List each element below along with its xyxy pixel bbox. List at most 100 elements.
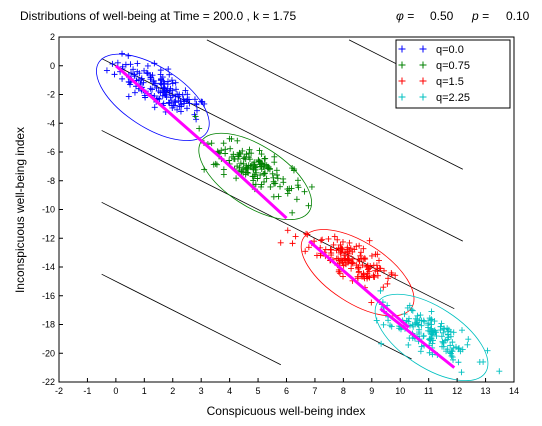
legend-marker (419, 93, 427, 101)
data-point (373, 262, 380, 269)
data-point (303, 230, 310, 237)
data-point (254, 175, 261, 182)
x-tick-label: 11 (424, 386, 433, 396)
data-point (168, 77, 175, 84)
iso-line (206, 39, 463, 170)
data-point (349, 248, 356, 255)
fit-line (379, 307, 456, 369)
data-point (227, 145, 234, 152)
data-point (428, 308, 435, 315)
data-point (171, 102, 178, 109)
data-point (240, 160, 247, 167)
data-point (476, 359, 483, 366)
data-point (442, 337, 449, 344)
data-point (406, 302, 413, 309)
data-point (213, 161, 220, 168)
data-point (191, 96, 198, 103)
data-point (293, 196, 300, 203)
data-point (313, 252, 320, 259)
data-point (256, 147, 263, 154)
data-point (199, 99, 206, 106)
data-point (420, 317, 427, 324)
data-point (417, 348, 424, 355)
y-tick-label: 2 (50, 32, 55, 42)
data-point (208, 140, 215, 147)
data-point (114, 59, 121, 66)
data-point (183, 105, 190, 112)
data-point (409, 307, 416, 314)
data-point (151, 104, 158, 111)
x-tick-label: -2 (55, 386, 63, 396)
legend-box (395, 39, 511, 109)
data-point (271, 159, 278, 166)
data-point (357, 252, 364, 259)
data-point (269, 170, 276, 177)
y-tick-label: -6 (47, 147, 55, 157)
data-point (334, 236, 341, 243)
x-tick-label: 4 (227, 386, 232, 396)
data-point (356, 242, 363, 249)
data-point (253, 169, 260, 176)
data-point (226, 157, 233, 164)
data-point (408, 306, 415, 313)
fit-line (114, 64, 225, 162)
data-point (360, 245, 367, 252)
data-point (180, 100, 187, 107)
legend-marker (398, 93, 406, 101)
data-point (322, 246, 329, 253)
data-point (193, 116, 200, 123)
data-point (340, 262, 347, 269)
data-point (331, 233, 338, 240)
data-point (392, 272, 399, 279)
data-point (376, 265, 383, 272)
data-point (325, 235, 332, 242)
data-point (361, 255, 368, 262)
data-point (218, 147, 225, 154)
data-point (290, 167, 297, 174)
data-point (459, 327, 466, 334)
data-point (128, 70, 135, 77)
data-point (420, 333, 427, 340)
data-point (201, 166, 208, 173)
data-point (348, 258, 355, 265)
data-point (172, 79, 179, 86)
data-point (292, 233, 299, 240)
data-point (168, 97, 175, 104)
data-point (348, 265, 355, 272)
y-tick-label: -12 (42, 233, 55, 243)
data-point (125, 52, 132, 59)
data-point (368, 252, 375, 259)
data-point (178, 103, 185, 110)
legend-label: q=0.75 (436, 60, 470, 72)
data-point (385, 317, 392, 324)
data-point (159, 92, 166, 99)
data-point (179, 91, 186, 98)
data-point (111, 71, 118, 78)
data-point (364, 262, 371, 269)
x-axis-title: Conspicuous well-being index (207, 404, 366, 418)
data-point (319, 236, 326, 243)
data-point (156, 95, 163, 102)
data-point (119, 63, 126, 70)
data-point (405, 318, 412, 325)
legend-marker (398, 45, 406, 53)
data-point (122, 61, 129, 68)
x-tick-label: 12 (452, 386, 462, 396)
data-point (380, 321, 387, 328)
data-point (378, 340, 385, 347)
data-point (162, 91, 169, 98)
data-point (339, 273, 346, 280)
x-tick-label: 9 (369, 386, 374, 396)
fit-line (308, 239, 410, 329)
data-point (354, 275, 361, 282)
data-point (335, 257, 342, 264)
data-point (426, 336, 433, 343)
data-point (426, 349, 433, 356)
data-point (416, 326, 423, 333)
data-point (418, 322, 425, 329)
data-point (149, 86, 156, 93)
data-point (245, 154, 252, 161)
data-point (273, 172, 280, 179)
legend-label: q=1.5 (436, 76, 464, 88)
data-point (175, 93, 182, 100)
